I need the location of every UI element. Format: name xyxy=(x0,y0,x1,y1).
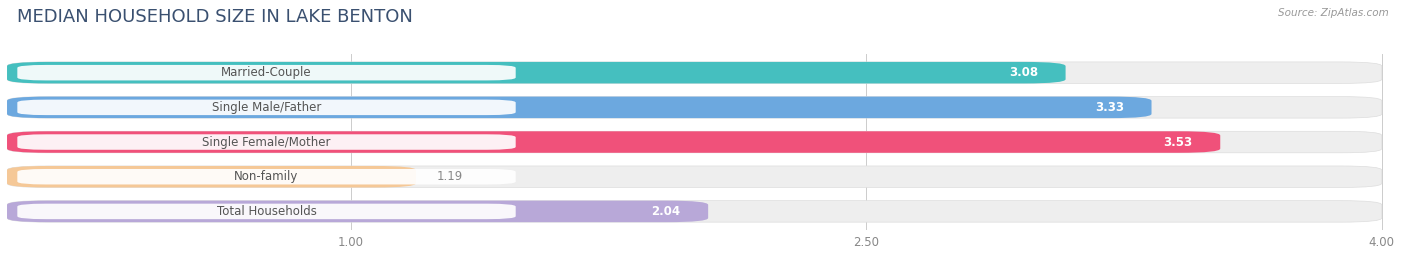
Text: Single Female/Mother: Single Female/Mother xyxy=(202,136,330,148)
FancyBboxPatch shape xyxy=(7,131,1382,153)
FancyBboxPatch shape xyxy=(7,166,416,188)
Text: Source: ZipAtlas.com: Source: ZipAtlas.com xyxy=(1278,8,1389,18)
Text: Married-Couple: Married-Couple xyxy=(221,66,312,79)
FancyBboxPatch shape xyxy=(7,201,1382,222)
Text: 3.33: 3.33 xyxy=(1095,101,1123,114)
FancyBboxPatch shape xyxy=(7,62,1382,83)
Text: 3.53: 3.53 xyxy=(1164,136,1192,148)
Text: 1.19: 1.19 xyxy=(437,170,463,183)
FancyBboxPatch shape xyxy=(7,166,1382,188)
FancyBboxPatch shape xyxy=(7,96,1152,118)
Text: 2.04: 2.04 xyxy=(651,205,681,218)
FancyBboxPatch shape xyxy=(17,65,516,80)
Text: Total Households: Total Households xyxy=(217,205,316,218)
FancyBboxPatch shape xyxy=(17,134,516,150)
Text: MEDIAN HOUSEHOLD SIZE IN LAKE BENTON: MEDIAN HOUSEHOLD SIZE IN LAKE BENTON xyxy=(17,8,413,26)
Text: Single Male/Father: Single Male/Father xyxy=(212,101,321,114)
FancyBboxPatch shape xyxy=(7,201,709,222)
FancyBboxPatch shape xyxy=(7,62,1066,83)
Text: 3.08: 3.08 xyxy=(1010,66,1038,79)
FancyBboxPatch shape xyxy=(17,169,516,184)
FancyBboxPatch shape xyxy=(7,131,1220,153)
Text: Non-family: Non-family xyxy=(235,170,298,183)
FancyBboxPatch shape xyxy=(17,204,516,219)
FancyBboxPatch shape xyxy=(17,100,516,115)
FancyBboxPatch shape xyxy=(7,96,1382,118)
